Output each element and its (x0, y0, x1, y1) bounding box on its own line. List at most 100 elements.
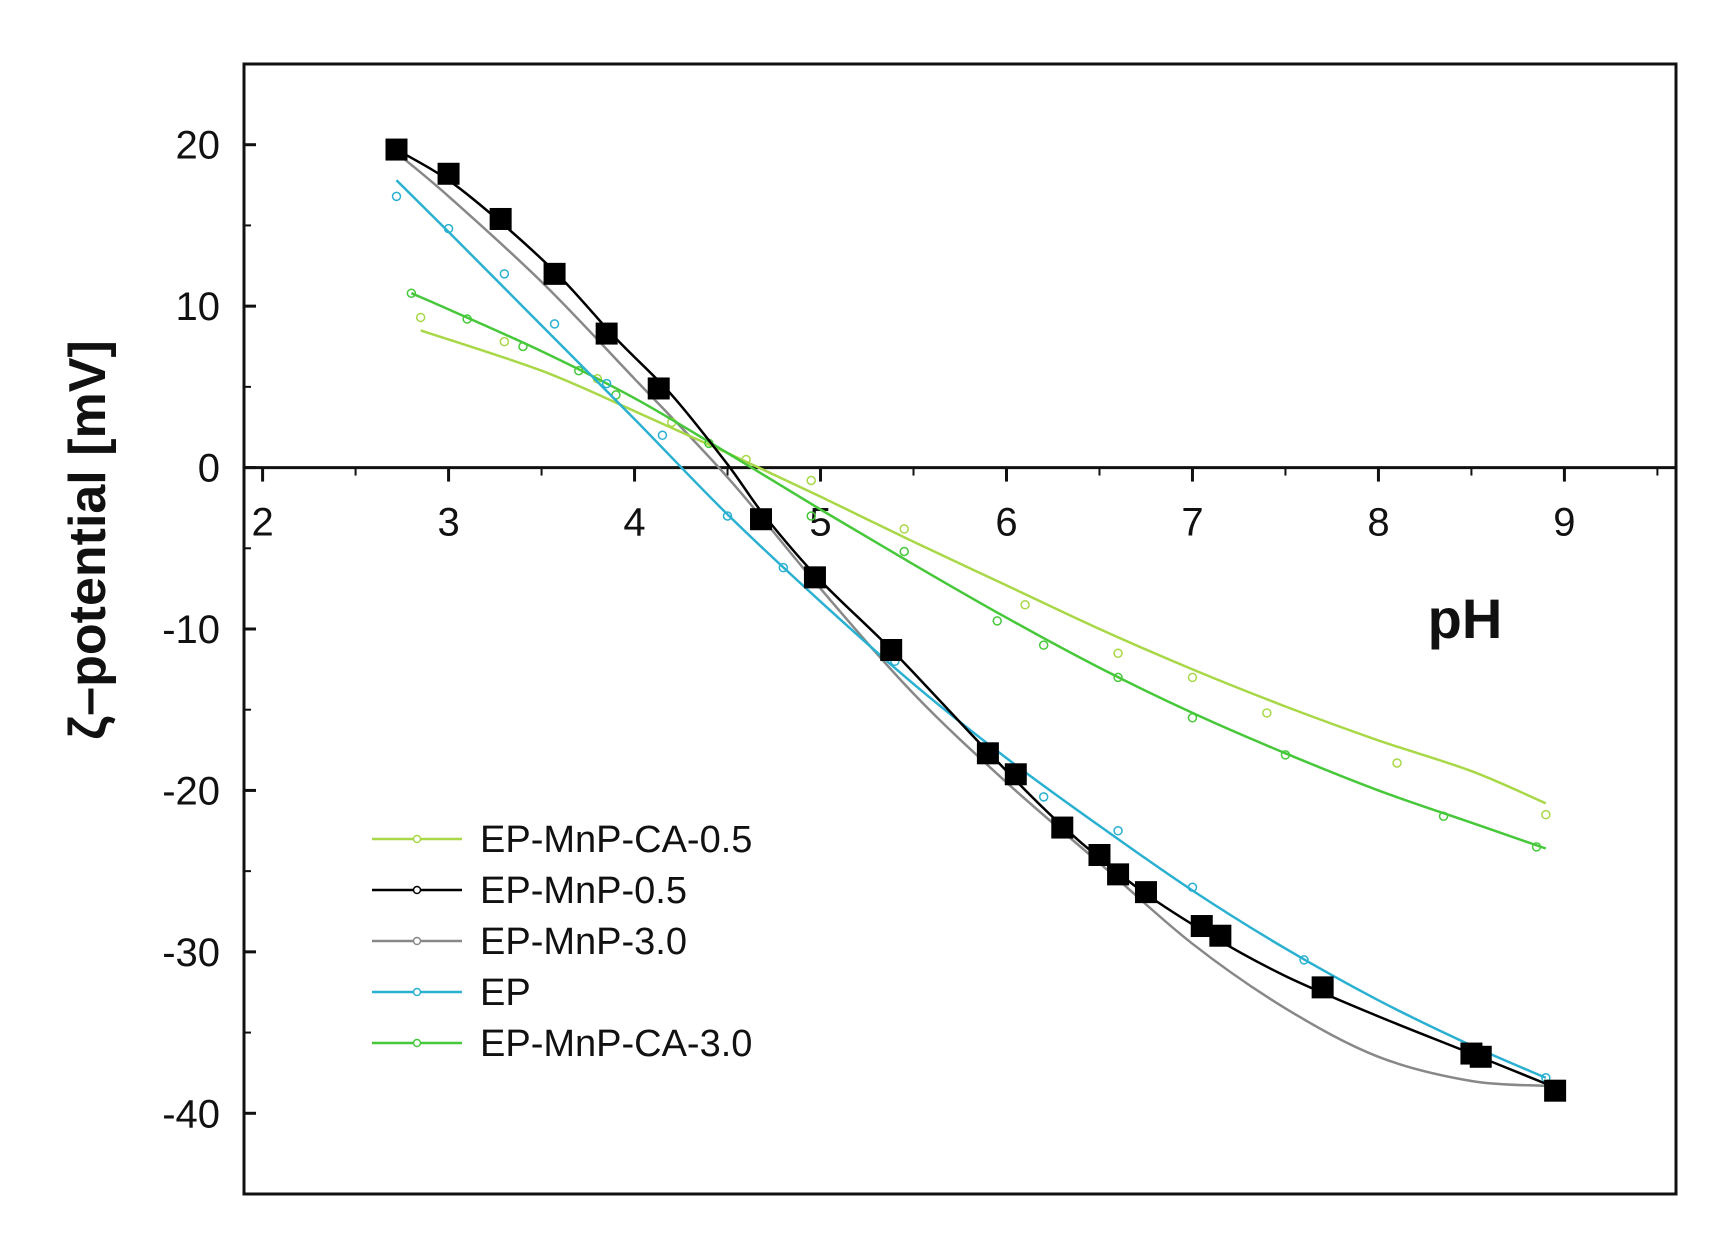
x-tick-label: 5 (809, 501, 831, 545)
data-point (1134, 881, 1157, 904)
data-point (406, 288, 417, 298)
legend-swatch-marker (412, 834, 422, 844)
data-point (437, 162, 460, 185)
y-tick-label: -20 (162, 769, 220, 813)
legend-label: EP-MnP-CA-0.5 (480, 819, 752, 861)
data-point (1113, 648, 1123, 658)
x-tick-label: 3 (437, 501, 459, 545)
x-axis-ticks: 2 3 4 5 6 7 8 9 (251, 467, 1659, 545)
legend-item: EP-MnP-0.5 (372, 870, 687, 912)
y-tick-label: -30 (162, 931, 220, 975)
y-tick-label: -40 (162, 1092, 220, 1136)
data-point (601, 378, 612, 389)
data-point (1392, 758, 1402, 768)
legend-swatch-marker (412, 885, 422, 895)
x-tick-label: 4 (623, 501, 645, 545)
data-point (1187, 672, 1198, 683)
data-point (1280, 750, 1291, 760)
data-point (1209, 924, 1232, 947)
data-point (992, 616, 1002, 626)
data-point (1113, 826, 1123, 836)
x-tick-label: 7 (1181, 501, 1203, 545)
legend-item: EP-MnP-CA-3.0 (372, 1023, 752, 1065)
data-point (722, 511, 733, 521)
x-tick-label: 6 (995, 501, 1017, 545)
data-point (750, 508, 773, 531)
data-point (518, 341, 528, 352)
fit-line-ep-mnp-ca-3-0 (410, 292, 1547, 850)
y-axis-title: ζ–potential [mV] (59, 340, 117, 740)
data-point (806, 511, 816, 521)
x-tick-label: 8 (1367, 501, 1389, 545)
data-point (1051, 816, 1074, 839)
data-point (647, 377, 670, 400)
y-tick-label: 20 (176, 124, 221, 168)
data-point (462, 314, 472, 324)
fit-line-ep-mnp-ca-0-5 (420, 329, 1547, 805)
data-point (1544, 1079, 1567, 1102)
fit-line-ep-mnp-3-0 (395, 151, 1546, 1088)
series-layer (385, 138, 1567, 1102)
data-point (880, 638, 903, 661)
data-point (1038, 792, 1049, 802)
legend-item: EP (372, 972, 531, 1014)
data-point (391, 191, 402, 202)
data-point (1020, 600, 1030, 610)
data-point (899, 524, 909, 534)
data-point (549, 319, 560, 329)
data-point (1311, 976, 1334, 999)
data-point (803, 566, 826, 589)
legend-swatch-marker (412, 936, 422, 946)
legend-label: EP-MnP-3.0 (480, 921, 687, 963)
data-point (1190, 915, 1213, 938)
data-point (1262, 708, 1272, 718)
data-point (385, 138, 408, 161)
data-point (1187, 713, 1198, 723)
data-point (657, 430, 668, 441)
data-point (1531, 842, 1542, 852)
data-point (1541, 809, 1551, 820)
data-point (543, 262, 566, 285)
data-point (595, 322, 618, 345)
legend-swatch-marker (412, 1038, 422, 1048)
data-point (1107, 863, 1130, 886)
y-tick-label: -10 (162, 608, 220, 652)
series-ep-mnp-ca-3-0 (406, 288, 1547, 852)
data-point (1038, 640, 1049, 650)
legend-label: EP-MnP-CA-3.0 (480, 1023, 752, 1065)
data-point (1438, 811, 1449, 822)
data-point (415, 312, 426, 323)
data-point (1004, 763, 1027, 786)
data-point (499, 269, 510, 279)
x-tick-label: 9 (1553, 501, 1575, 545)
legend-label: EP (480, 972, 531, 1014)
data-point (499, 336, 510, 347)
y-axis-ticks: 20 10 0 -10 -20 -30 -40 (162, 124, 256, 1195)
data-point (1088, 844, 1111, 866)
data-point (1113, 672, 1123, 683)
legend-swatch-marker (412, 987, 422, 997)
data-point (1299, 955, 1309, 965)
data-point (489, 207, 512, 230)
fit-line-ep (395, 179, 1547, 1079)
data-point (1187, 882, 1198, 893)
x-tick-label: 2 (251, 501, 273, 545)
legend-label: EP-MnP-0.5 (480, 870, 687, 912)
series-ep-mnp-0-5 (385, 138, 1567, 1102)
data-point (574, 365, 584, 376)
y-tick-label: 10 (176, 285, 221, 329)
data-point (443, 223, 454, 234)
legend-item: EP-MnP-3.0 (372, 921, 687, 963)
data-point (976, 742, 999, 765)
legend-item: EP-MnP-CA-0.5 (372, 819, 752, 861)
data-point (1469, 1045, 1492, 1068)
data-point (899, 546, 909, 557)
data-point (778, 562, 789, 573)
y-tick-label: 0 (198, 447, 220, 491)
series-ep-mnp-3-0 (395, 151, 1546, 1088)
legend: EP-MnP-CA-0.5 EP-MnP-0.5 EP-MnP-3.0 EP EP-Mn… (372, 819, 752, 1065)
x-axis-title: pH (1428, 587, 1503, 650)
data-point (806, 475, 816, 486)
